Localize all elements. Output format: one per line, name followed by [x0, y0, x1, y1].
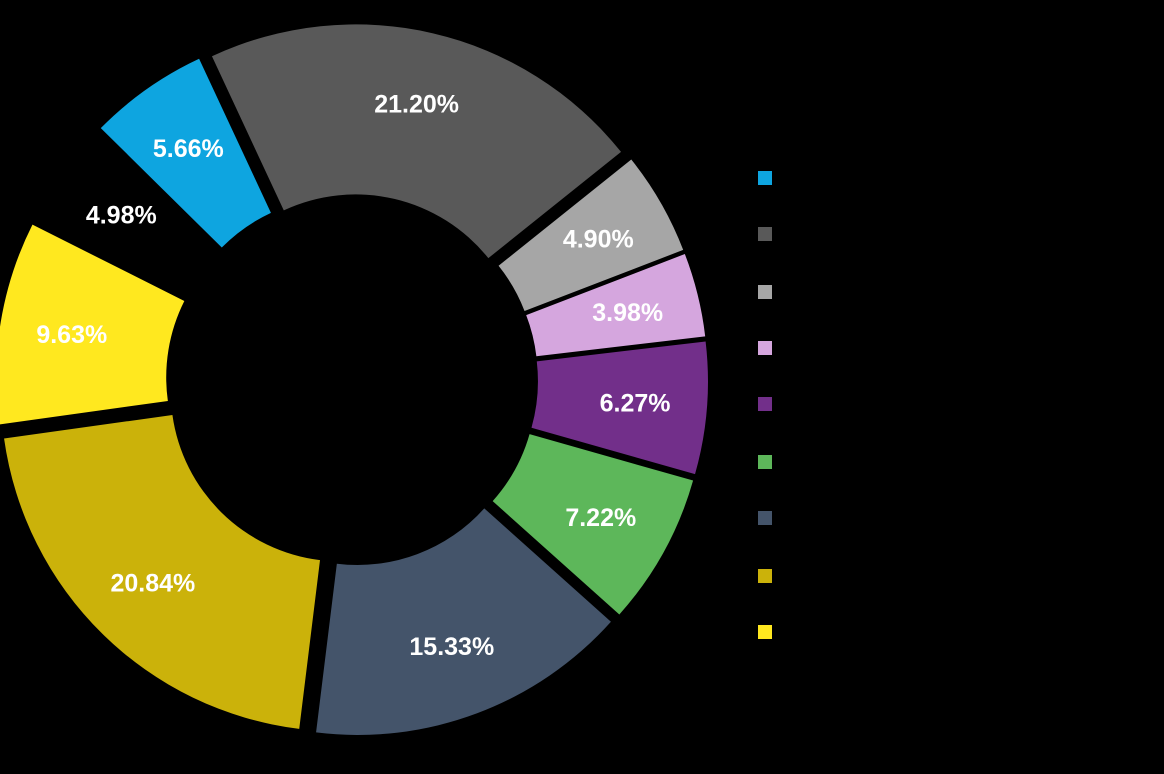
legend-item: [758, 508, 1162, 525]
donut-slice-4: [492, 434, 694, 615]
legend-item: [758, 338, 1162, 355]
legend-item: [758, 622, 1162, 639]
slice-value-label-0: 21.20%: [374, 90, 459, 118]
donut-slice-5: [316, 508, 611, 735]
legend-item: [758, 282, 1162, 299]
donut-slice-6: [4, 414, 321, 729]
slice-value-label-1: 4.90%: [563, 226, 634, 254]
legend-item: [758, 224, 1162, 241]
legend-swatch: [758, 455, 772, 469]
slice-value-label-2: 3.98%: [592, 299, 663, 327]
slice-value-label-7: 9.63%: [36, 321, 107, 349]
slice-value-label-9: 5.66%: [153, 135, 224, 163]
legend-item: [758, 394, 1162, 411]
legend-swatch: [758, 511, 772, 525]
legend-swatch: [758, 285, 772, 299]
donut-slice-1: [498, 159, 684, 311]
donut-slice-8: [35, 131, 219, 295]
slice-value-label-4: 7.22%: [565, 504, 636, 532]
donut-slice-9: [100, 58, 271, 248]
legend-item: [758, 168, 1162, 185]
legend-swatch: [758, 171, 772, 185]
donut-slice-0: [211, 24, 622, 259]
slice-value-label-5: 15.33%: [409, 633, 494, 661]
donut-slice-7: [0, 224, 185, 425]
slice-value-label-8: 4.98%: [86, 201, 157, 229]
donut-slice-2: [526, 254, 706, 357]
donut-slice-3: [531, 341, 708, 475]
legend-swatch: [758, 341, 772, 355]
slice-value-label-3: 6.27%: [600, 390, 671, 418]
legend-item: [758, 452, 1162, 469]
legend-item: [758, 566, 1162, 583]
legend-swatch: [758, 227, 772, 241]
legend-swatch: [758, 569, 772, 583]
legend-swatch: [758, 625, 772, 639]
legend-swatch: [758, 397, 772, 411]
slice-value-label-6: 20.84%: [110, 569, 195, 597]
